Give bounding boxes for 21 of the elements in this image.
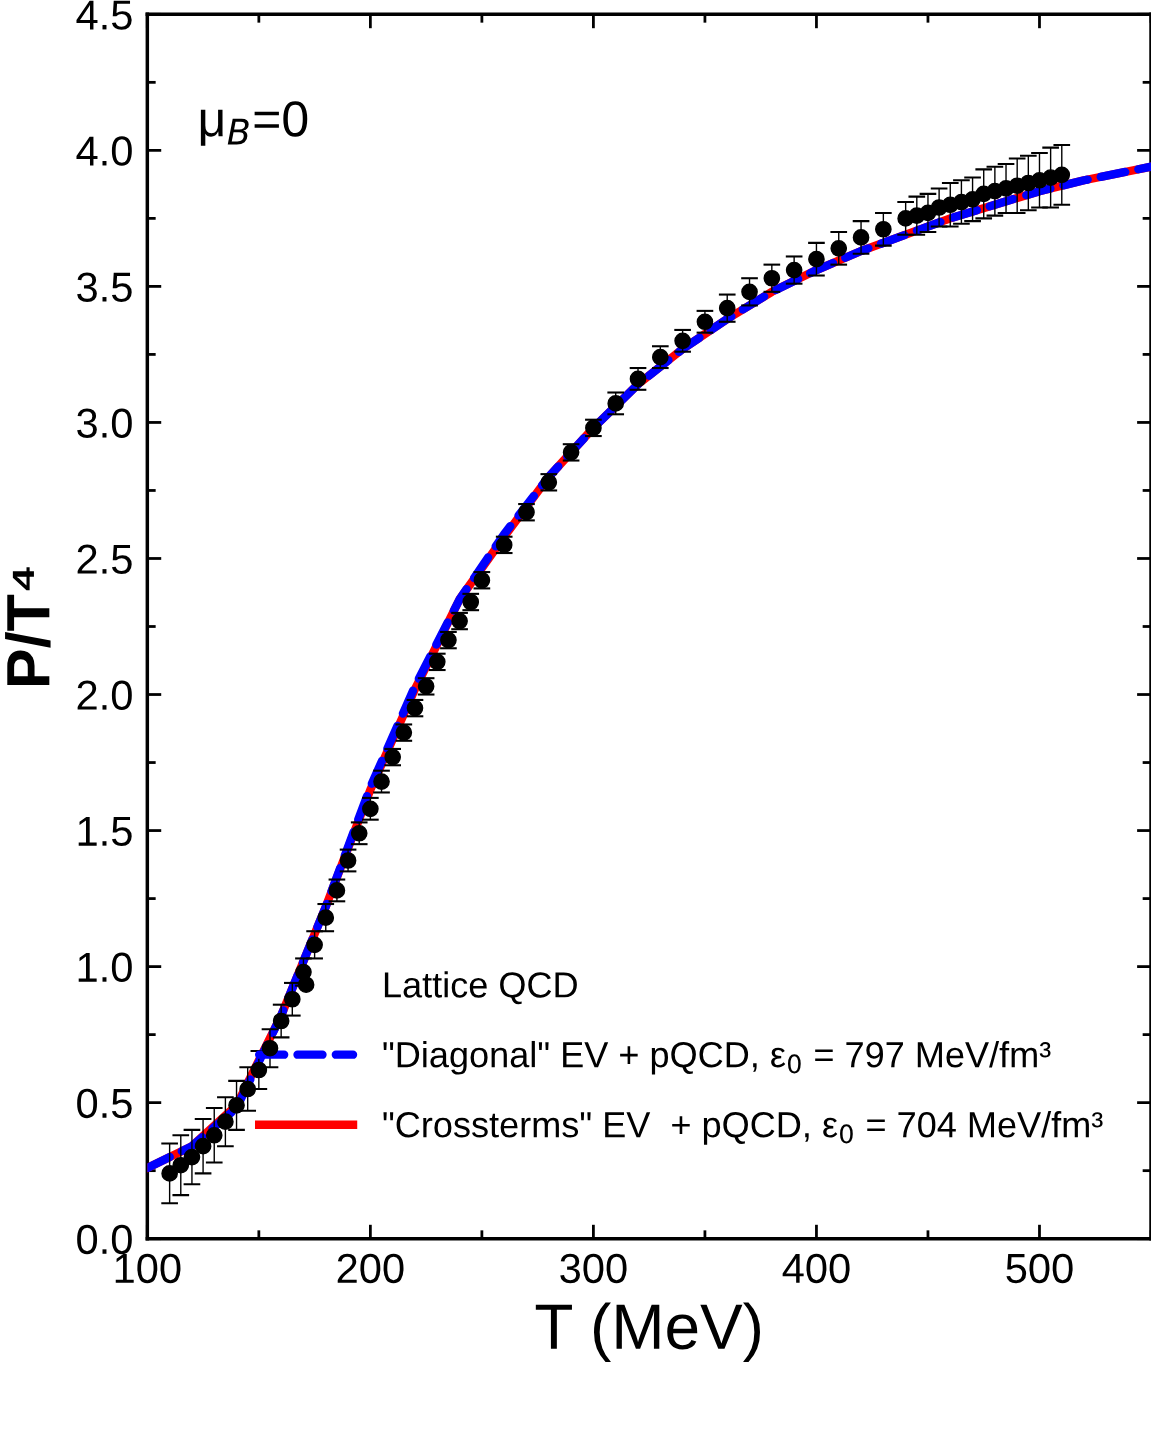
y-tick-label: 0.5 xyxy=(77,1088,132,1119)
x-tick-label: 200 xyxy=(337,1253,404,1284)
y-tick-label: 4.0 xyxy=(76,136,132,166)
y-axis-title: P/T⁴ xyxy=(5,567,51,686)
y-tick-label: 2.5 xyxy=(77,544,132,574)
legend-label: "Diagonal" EV + pQCD, ε$_{0}$ = 797 MeV/fm³ xyxy=(383,1040,1051,1075)
legend-label: "Crossterms" EV + pQCD, ε$_{0}$ = 704 MeV/fm³ xyxy=(383,1111,1103,1145)
legend-label: Lattice QCD xyxy=(384,971,577,1005)
x-tick-label: 300 xyxy=(560,1253,627,1284)
y-tick-label: 4.5 xyxy=(76,0,132,30)
x-axis-title: T (MeV) xyxy=(535,1302,760,1363)
x-tick-label: 500 xyxy=(1006,1253,1073,1284)
y-tick-label: 2.0 xyxy=(77,680,132,711)
x-tick-label: 400 xyxy=(782,1253,850,1284)
y-tick-label: 3.5 xyxy=(77,272,132,302)
y-tick-label: 1.5 xyxy=(78,816,132,847)
y-tick-label: 0.0 xyxy=(77,1224,132,1255)
y-tick-label: 1.0 xyxy=(78,952,132,983)
annotation: μ$_{B}$=0 xyxy=(200,101,308,146)
x-tick-label: 100 xyxy=(115,1253,181,1284)
y-tick-label: 3.0 xyxy=(77,408,132,438)
